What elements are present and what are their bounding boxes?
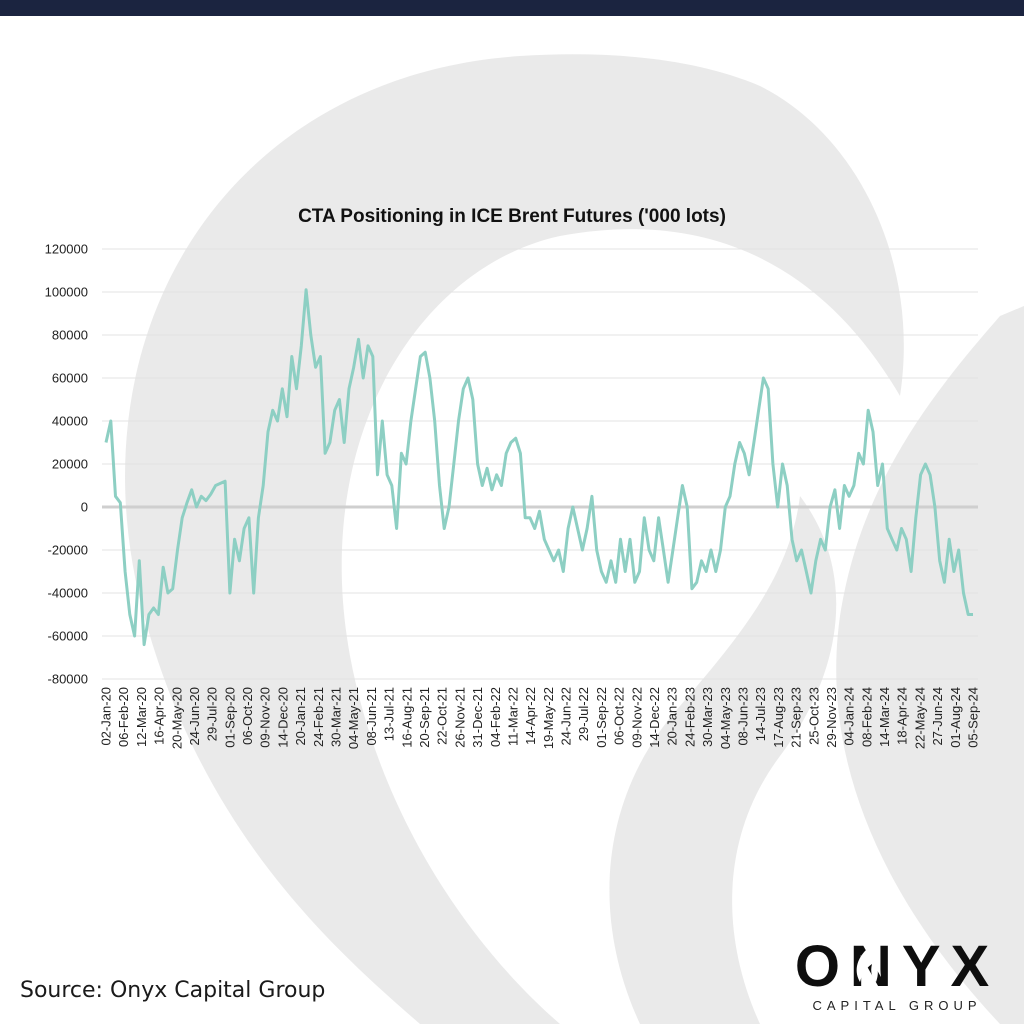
brand-subtitle: CAPITAL GROUP [812,998,982,1013]
x-tick-label: 01-Sep-20 [222,687,237,748]
x-tick-label: 08-Jun-21 [364,687,379,746]
top-bar [0,0,1024,16]
y-tick-label: -60000 [48,629,88,644]
source-note: Source: Onyx Capital Group [20,978,326,1003]
x-tick-label: 14-Dec-22 [647,687,662,748]
watermark-inner-flame [609,496,837,1024]
x-tick-label: 21-Sep-23 [789,687,804,748]
brand-logo: ONYX CAPITAL GROUP [786,936,1008,1016]
y-tick-label: -80000 [48,672,88,687]
x-tick-label: 04-May-23 [718,687,733,749]
x-tick-label: 13-Jul-21 [382,687,397,741]
x-tick-label: 04-Feb-22 [488,687,503,747]
x-tick-label: 11-Mar-22 [505,687,520,746]
x-tick-label: 29-Jul-22 [576,687,591,741]
x-tick-label: 24-Jun-20 [187,687,202,746]
x-axis: 02-Jan-20 06-Feb-20 12-Mar-20 16-Apr-20 20-M… [99,687,981,749]
x-tick-label: 20-Jan-23 [665,687,680,746]
x-tick-label: 09-Nov-22 [629,687,644,748]
x-tick-label: 04-Jan-24 [842,687,857,746]
grid-layer [102,248,978,680]
x-tick-label: 06-Feb-20 [116,687,131,747]
watermark-outer-arc [125,54,904,1024]
x-tick-label: 16-Aug-21 [399,687,414,748]
x-tick-label: 01-Aug-24 [948,687,963,748]
x-tick-label: 27-Jun-24 [930,687,945,746]
x-tick-label: 31-Dec-21 [470,687,485,748]
x-tick-label: 14-Apr-22 [523,687,538,745]
x-tick-label: 05-Sep-24 [966,687,981,748]
y-tick-label: -20000 [48,543,88,558]
x-tick-label: 22-May-24 [912,687,927,749]
y-tick-label: 20000 [52,457,88,472]
flame-watermark [125,54,1024,1024]
x-tick-label: 14-Dec-20 [275,687,290,748]
x-tick-label: 22-Oct-21 [435,687,450,745]
brand-name: ONYX [794,934,1000,999]
y-tick-label: 0 [81,500,88,515]
x-tick-label: 30-Mar-21 [329,687,344,747]
x-tick-label: 14-Mar-24 [877,687,892,747]
chart-title: CTA Positioning in ICE Brent Futures ('0… [298,206,726,227]
x-tick-label: 04-May-21 [346,687,361,749]
x-tick-label: 25-Oct-23 [806,687,821,745]
x-tick-label: 26-Nov-21 [452,687,467,748]
x-tick-label: 12-Mar-20 [134,687,149,747]
flame-logo-icon [856,950,878,982]
x-tick-label: 20-May-20 [169,687,184,749]
x-tick-label: 09-Nov-20 [258,687,273,748]
series-layer [104,288,973,647]
x-tick-label: 24-Feb-21 [311,687,326,747]
x-tick-label: 08-Jun-23 [735,687,750,746]
y-tick-label: 100000 [45,285,88,300]
x-tick-label: 06-Oct-20 [240,687,255,745]
y-axis: 120000 100000 80000 60000 40000 20000 0 -20000 -… [45,242,88,687]
x-tick-label: 30-Mar-23 [700,687,715,747]
y-tick-label: 40000 [52,414,88,429]
y-tick-label: 60000 [52,371,88,386]
x-tick-label: 06-Oct-22 [612,687,627,745]
x-tick-label: 20-Sep-21 [417,687,432,748]
x-tick-label: 01-Sep-22 [594,687,609,748]
x-tick-label: 18-Apr-24 [895,687,910,745]
x-tick-label: 17-Aug-23 [771,687,786,748]
x-tick-label: 29-Jul-20 [205,687,220,741]
y-tick-label: 120000 [45,242,88,257]
y-tick-label: -40000 [48,586,88,601]
x-tick-label: 08-Feb-24 [859,687,874,747]
x-tick-label: 29-Nov-23 [824,687,839,748]
y-tick-label: 80000 [52,328,88,343]
series-line-0 [104,288,973,647]
x-tick-label: 24-Jun-22 [559,687,574,746]
x-tick-label: 14-Jul-23 [753,687,768,741]
x-tick-label: 19-May-22 [541,687,556,749]
x-tick-label: 16-Apr-20 [152,687,167,745]
x-tick-label: 02-Jan-20 [99,687,114,746]
x-tick-label: 20-Jan-21 [293,687,308,746]
x-tick-label: 24-Feb-23 [682,687,697,747]
